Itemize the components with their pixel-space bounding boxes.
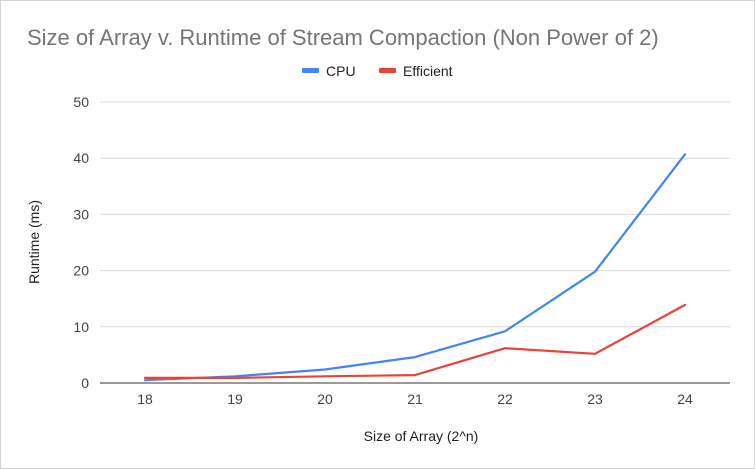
x-tick-label: 18 [137, 391, 153, 407]
legend-label: CPU [326, 63, 356, 79]
x-tick-label: 23 [587, 391, 603, 407]
y-tick-label: 50 [73, 94, 89, 110]
y-axis-label: Runtime (ms) [26, 200, 42, 284]
series-lines [143, 153, 687, 382]
legend-swatch [379, 68, 396, 73]
y-axis-ticks: 0 10 20 30 40 50 [73, 94, 89, 391]
legend-item-efficient: Efficient [379, 63, 453, 79]
y-tick-label: 30 [73, 206, 89, 222]
x-tick-label: 22 [497, 391, 513, 407]
series-line-cpu [143, 153, 687, 382]
x-axis-ticks: 18 19 20 21 22 23 24 [137, 391, 693, 407]
chart-title: Size of Array v. Runtime of Stream Compa… [27, 25, 659, 50]
legend: CPU Efficient [302, 63, 453, 79]
x-axis-label: Size of Array (2^n) [364, 428, 479, 444]
gridlines [100, 101, 730, 384]
y-tick-label: 10 [73, 319, 89, 335]
x-tick-label: 21 [407, 391, 423, 407]
legend-swatch [302, 68, 319, 73]
legend-label: Efficient [403, 63, 453, 79]
series-line-efficient [143, 303, 687, 379]
y-tick-label: 0 [81, 375, 89, 391]
y-tick-label: 40 [73, 150, 89, 166]
y-tick-label: 20 [73, 263, 89, 279]
x-tick-label: 20 [317, 391, 333, 407]
legend-item-cpu: CPU [302, 63, 356, 79]
x-tick-label: 19 [227, 391, 243, 407]
x-tick-label: 24 [677, 391, 693, 407]
